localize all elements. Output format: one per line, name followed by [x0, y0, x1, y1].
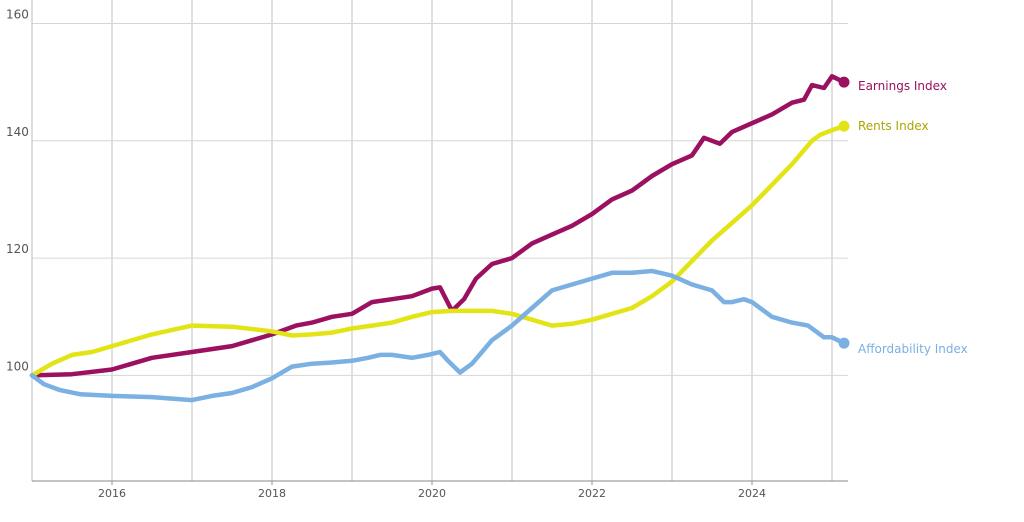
- x-tick-label: 2022: [578, 487, 606, 500]
- axes: [31, 0, 848, 485]
- tick-labels: 100 120 140 160 2016 2018 2020 2022 2024: [6, 7, 766, 500]
- earnings-index-line: [29, 74, 847, 378]
- affordability-index-end-marker: [838, 337, 850, 349]
- y-tick-label: 100: [6, 359, 29, 373]
- rents-index-end-marker: [838, 120, 850, 132]
- x-tick-label: 2024: [738, 487, 766, 500]
- affordability-index-line: [29, 268, 847, 403]
- x-tick-label: 2020: [418, 487, 446, 500]
- series-labels: Earnings Index Rents Index Affordability I…: [858, 79, 968, 356]
- affordability-index-label: Affordability Index: [858, 342, 968, 356]
- rents-index-line: [29, 123, 847, 378]
- gridlines: [32, 0, 848, 481]
- earnings-index-end-marker: [838, 76, 850, 88]
- rents-index-label: Rents Index: [858, 119, 929, 133]
- x-tick-label: 2016: [98, 487, 126, 500]
- series-lines: [29, 74, 850, 403]
- earnings-index-label: Earnings Index: [858, 79, 947, 93]
- y-tick-label: 120: [6, 242, 29, 256]
- y-tick-label: 140: [6, 125, 29, 139]
- y-tick-label: 160: [6, 7, 29, 21]
- x-tick-label: 2018: [258, 487, 286, 500]
